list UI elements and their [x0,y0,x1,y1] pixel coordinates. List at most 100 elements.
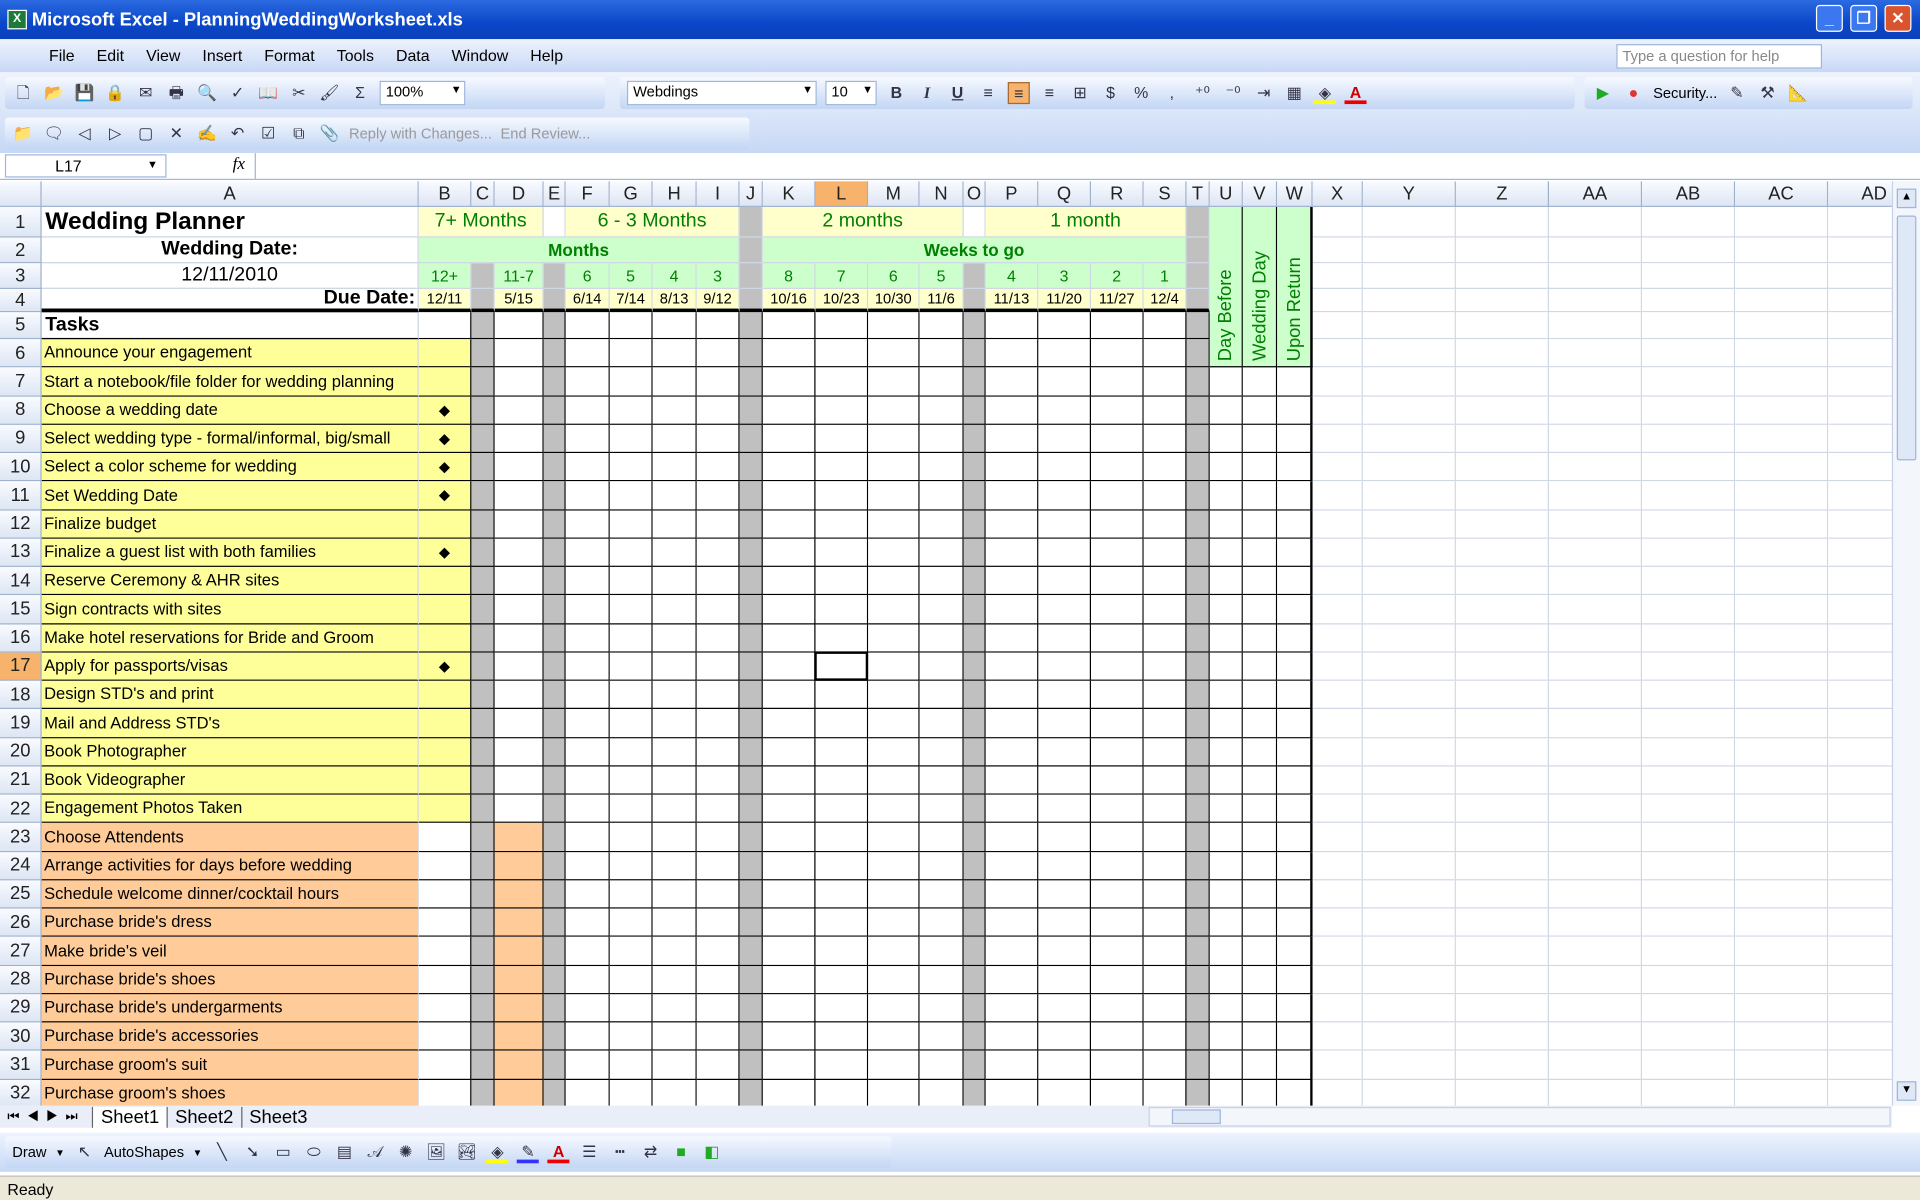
cell-W25[interactable] [1277,880,1313,909]
cell-I24[interactable] [696,851,740,881]
cell-AD26[interactable] [1828,908,1892,938]
cell-X17[interactable] [1312,652,1363,681]
cell-S6[interactable] [1143,339,1187,368]
cell-H30[interactable] [652,1022,697,1051]
cell-G24[interactable] [609,851,653,881]
cell-I28[interactable] [696,965,740,994]
cell-Z18[interactable] [1455,680,1549,710]
cell-X22[interactable] [1312,794,1363,824]
cell-AB7[interactable] [1642,367,1736,397]
cell-W26[interactable] [1277,908,1313,938]
cell-B21[interactable] [418,766,472,795]
cell-AC17[interactable] [1735,652,1829,681]
cell-N29[interactable] [919,993,964,1023]
cell-T6[interactable] [1186,339,1210,368]
cell-T12[interactable] [1186,510,1210,539]
cell-I13[interactable] [696,538,740,567]
cell-E20[interactable] [543,737,566,767]
cell-AD13[interactable] [1828,538,1892,567]
cell-S31[interactable] [1143,1050,1187,1080]
cell-M15[interactable] [868,595,920,624]
cell-I23[interactable] [696,823,740,852]
cell-X27[interactable] [1312,937,1363,966]
cell-AD28[interactable] [1828,965,1892,994]
cell-Q14[interactable] [1038,566,1092,596]
cell-S24[interactable] [1143,851,1187,881]
cell-M14[interactable] [868,566,920,596]
cell-H9[interactable] [652,424,697,454]
cell-R27[interactable] [1091,937,1144,966]
track-changes-icon[interactable]: ✍ [197,123,217,143]
cell-P3[interactable]: 4 [985,263,1039,289]
cell-G25[interactable] [609,880,653,909]
cell-Y32[interactable] [1362,1079,1456,1106]
cell-P24[interactable] [985,851,1039,881]
cell-G28[interactable] [609,965,653,994]
cell-E3[interactable] [543,263,566,289]
cell-V11[interactable] [1242,481,1278,511]
cell-F11[interactable] [565,481,610,511]
cell-AB12[interactable] [1642,510,1736,539]
cell-K8[interactable] [762,396,816,425]
cell-T24[interactable] [1186,851,1210,881]
cell-P27[interactable] [985,937,1039,966]
cell-Y1[interactable] [1362,206,1456,238]
cell-T17[interactable] [1186,652,1210,681]
cell-X18[interactable] [1312,680,1363,710]
cell-F15[interactable] [565,595,610,624]
cell-X4[interactable] [1312,288,1363,313]
column-header-W[interactable]: W [1277,181,1313,207]
cell-L15[interactable] [815,595,869,624]
cell-Z22[interactable] [1455,794,1549,824]
cell-A7[interactable]: Start a notebook/file folder for wedding… [41,367,419,397]
cell-AD11[interactable] [1828,481,1892,511]
cell-E29[interactable] [543,993,566,1023]
cell-Z17[interactable] [1455,652,1549,681]
cell-G20[interactable] [609,737,653,767]
cell-J5[interactable] [739,312,763,340]
cell-U8[interactable] [1209,396,1243,425]
cell-A8[interactable]: Choose a wedding date [41,396,419,425]
cell-J24[interactable] [739,851,763,881]
cell-D16[interactable] [494,623,544,653]
horizontal-scrollbar[interactable] [1148,1106,1891,1127]
align-right-icon[interactable]: ≡ [1044,83,1055,102]
column-header-N[interactable]: N [919,181,964,207]
cell-W12[interactable] [1277,510,1313,539]
cell-L18[interactable] [815,680,869,710]
line-color-icon[interactable]: ✎ [517,1141,540,1164]
cell-Y30[interactable] [1362,1022,1456,1051]
cell-AD18[interactable] [1828,680,1892,710]
cell-A26[interactable]: Purchase bride's dress [41,908,419,938]
cell-AB19[interactable] [1642,709,1736,738]
cell-AD30[interactable] [1828,1022,1892,1051]
cell-H14[interactable] [652,566,697,596]
cell-X14[interactable] [1312,566,1363,596]
cell-V30[interactable] [1242,1022,1278,1051]
cell-AB18[interactable] [1642,680,1736,710]
cell-J12[interactable] [739,510,763,539]
cell-B4[interactable]: 12/11 [418,288,472,313]
cell-S23[interactable] [1143,823,1187,852]
cell-N12[interactable] [919,510,964,539]
cell-U18[interactable] [1209,680,1243,710]
cell-N23[interactable] [919,823,964,852]
cell-Z24[interactable] [1455,851,1549,881]
cell-D24[interactable] [494,851,544,881]
cell-X12[interactable] [1312,510,1363,539]
cell-V32[interactable] [1242,1079,1278,1106]
cell-P11[interactable] [985,481,1039,511]
cell-R22[interactable] [1091,794,1144,824]
cell-Z26[interactable] [1455,908,1549,938]
picture-icon[interactable]: 🏞 [456,1142,477,1161]
cell-AD27[interactable] [1828,937,1892,966]
tab-sheet3[interactable]: Sheet3 [240,1106,315,1128]
cell-C24[interactable] [471,851,495,881]
cell-Z3[interactable] [1455,263,1549,289]
cell-V8[interactable] [1242,396,1278,425]
cell-P10[interactable] [985,453,1039,482]
menu-data[interactable]: Data [395,46,430,65]
cell-T28[interactable] [1186,965,1210,994]
cell-E12[interactable] [543,510,566,539]
cell-M26[interactable] [868,908,920,938]
